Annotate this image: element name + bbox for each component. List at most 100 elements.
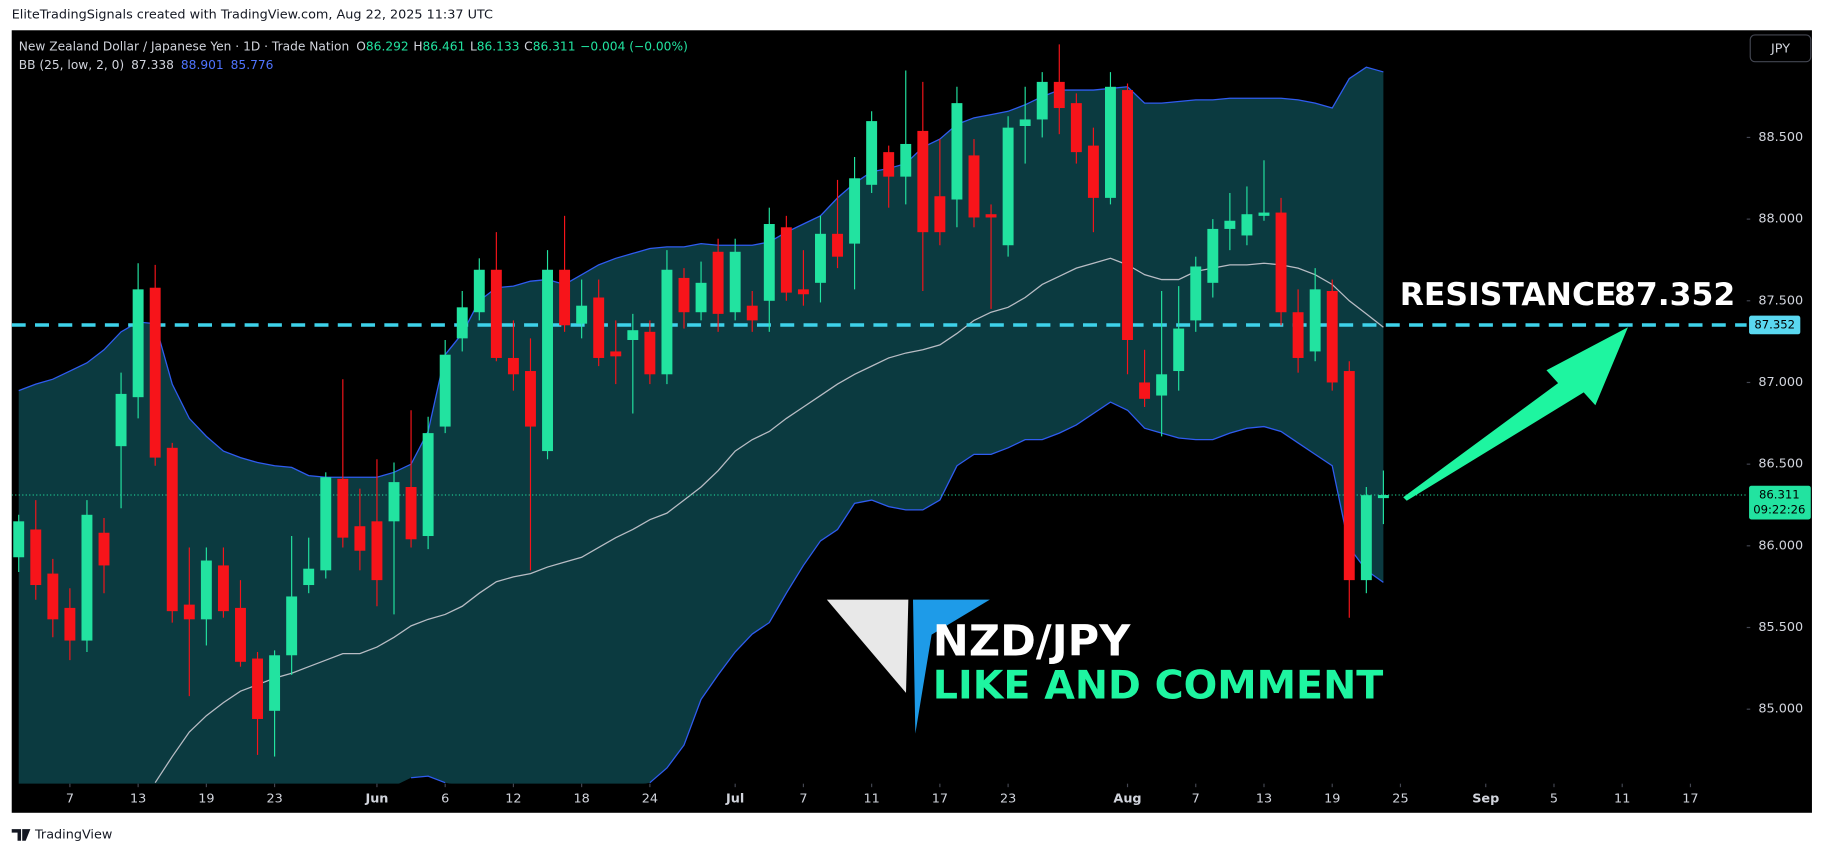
candle-body (1309, 289, 1321, 352)
candle-body (610, 351, 622, 357)
logo-white (826, 599, 909, 693)
resistance-axis-box (1749, 315, 1801, 335)
candle-body (1156, 374, 1168, 396)
candle-body (1275, 212, 1287, 313)
candle-body (849, 178, 861, 244)
candle-body (559, 269, 571, 326)
y-tick-label: 85.500 (1758, 620, 1803, 635)
y-tick-label: 85.000 (1758, 702, 1803, 717)
candle-body (934, 196, 946, 233)
candle-body (1070, 103, 1082, 153)
x-tick-label: 25 (1392, 791, 1408, 806)
bb-lower-value: 85.776 (231, 58, 274, 72)
candle-body (832, 233, 843, 257)
resistance-axis-label: 87.352 (1754, 317, 1795, 331)
candle-body (30, 529, 42, 586)
candle-body (64, 607, 76, 641)
x-tick-label: Aug (1113, 791, 1141, 806)
candle-body (235, 607, 246, 662)
candle-body (1002, 127, 1014, 246)
candle-body (1326, 290, 1338, 383)
candle-body (1360, 495, 1372, 581)
candle-body (286, 596, 298, 656)
x-tick-label: 11 (863, 791, 879, 806)
candle-body (217, 565, 229, 612)
candle-body (661, 269, 673, 375)
candle-body (593, 297, 605, 358)
x-tick-label: Jun (364, 791, 388, 806)
candle-body (627, 330, 639, 340)
x-tick-label: 23 (266, 791, 282, 806)
bb-lower (411, 401, 1384, 784)
indicator-label: BB (25, low, 2, 0) (19, 58, 124, 72)
candle-body (371, 521, 383, 581)
resistance-value: 87.352 (1614, 277, 1735, 313)
candle-body (47, 573, 59, 620)
candle-body (405, 487, 417, 540)
candle-body (149, 287, 161, 458)
candle-body (1104, 86, 1116, 198)
resistance-label: RESISTANCE (1400, 277, 1617, 313)
x-tick-label: 17 (932, 791, 948, 806)
candle-body (542, 269, 553, 452)
last-price-label: 86.311 (1759, 488, 1800, 502)
candle-body (388, 482, 400, 522)
bb-middle (154, 257, 1384, 784)
x-tick-label: 5 (1550, 791, 1558, 806)
symbol-watermark: NZD/JPY (933, 616, 1131, 666)
candle-body (1377, 495, 1389, 499)
candle-body (1036, 81, 1048, 120)
x-tick-label: 18 (573, 791, 589, 806)
candle-body (1343, 371, 1355, 581)
ohlc-value: 86.311 (533, 39, 576, 53)
candle-body (525, 371, 536, 427)
candle-body (797, 289, 809, 295)
candle-body (115, 393, 127, 447)
ohlc-key: C (524, 39, 533, 53)
currency-button[interactable] (1749, 34, 1812, 63)
candle-body (13, 521, 25, 558)
brand: TradingView (34, 827, 112, 842)
candle-body (1139, 382, 1151, 399)
candle-body (1053, 81, 1065, 109)
candle-body (644, 331, 656, 375)
x-tick-label: 23 (1000, 791, 1016, 806)
x-tick-label: 13 (130, 791, 146, 806)
candle-body (354, 526, 366, 551)
candle-body (490, 269, 502, 358)
x-tick-label: 13 (1256, 791, 1272, 806)
x-tick-label: 19 (198, 791, 214, 806)
candle-body (456, 307, 468, 339)
ohlc-key: O (356, 39, 366, 53)
candle-body (337, 478, 349, 538)
ohlc-value: 86.133 (477, 39, 520, 53)
candle-body (729, 251, 741, 313)
candle-body (746, 305, 758, 321)
indicator-legend: BB (25, low, 2, 0) 87.338 88.901 85.776 (19, 58, 274, 72)
candle-body (815, 233, 826, 283)
x-tick-label: 17 (1682, 791, 1698, 806)
candle-body (1019, 119, 1031, 127)
bb-upper (18, 66, 1384, 478)
call-to-action: LIKE AND COMMENT (933, 663, 1383, 709)
candle-body (951, 103, 963, 200)
candle-body (507, 357, 519, 375)
candle-body (303, 568, 315, 586)
legend-title: New Zealand Dollar / Japanese Yen · 1D ·… (19, 39, 350, 53)
x-tick-label: 7 (1192, 791, 1200, 806)
candle-body (900, 143, 912, 177)
brand-logo (11, 829, 31, 841)
candle-body (320, 477, 332, 571)
candle-body (968, 155, 980, 218)
x-tick-label: 11 (1614, 791, 1630, 806)
candle-body (439, 354, 451, 427)
currency-button-label[interactable]: JPY (1770, 41, 1790, 56)
x-tick-label: 7 (66, 791, 74, 806)
candle-body (166, 447, 178, 612)
bb-upper-value: 88.901 (181, 58, 224, 72)
candle-body (1258, 212, 1270, 216)
band-fill (18, 67, 1384, 784)
attribution: EliteTradingSignals created with Trading… (12, 8, 493, 23)
